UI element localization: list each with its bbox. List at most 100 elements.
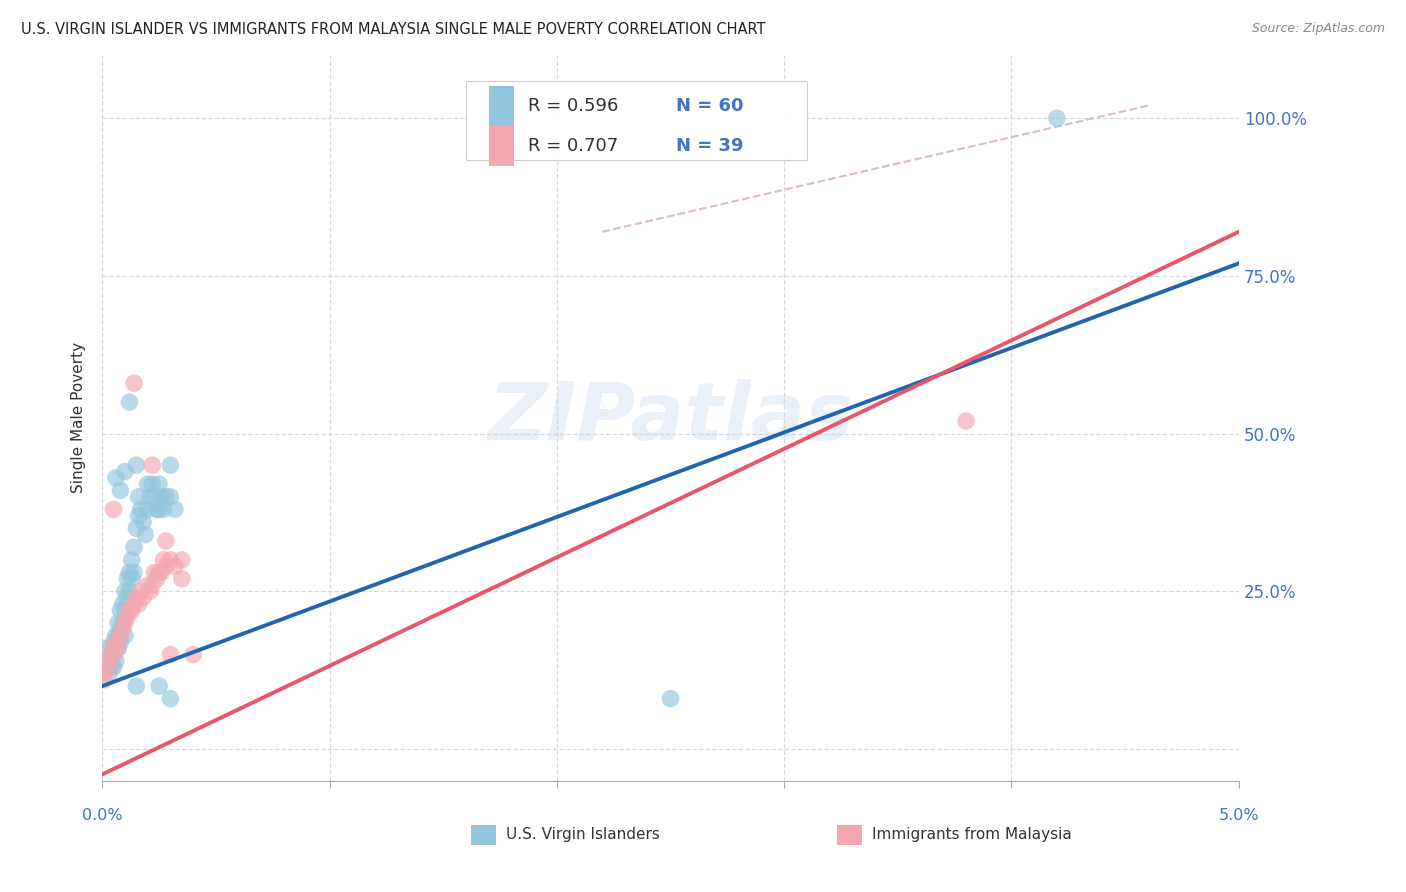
Point (136, 477, 159, 491)
Point (104, 635, 127, 649)
Point (155, 490, 177, 504)
Point (98, 666, 121, 681)
Point (159, 490, 181, 504)
Point (107, 629, 129, 643)
FancyBboxPatch shape (465, 80, 807, 161)
Text: 5.0%: 5.0% (1219, 808, 1260, 823)
Point (121, 603, 143, 617)
Point (114, 629, 136, 643)
Point (125, 458, 148, 473)
Point (163, 502, 186, 516)
Point (128, 597, 150, 611)
Point (125, 591, 148, 605)
Point (132, 591, 155, 605)
Point (163, 559, 186, 574)
Text: N = 60: N = 60 (676, 97, 744, 115)
Point (1046, 112, 1069, 126)
Point (107, 615, 129, 630)
Point (155, 533, 177, 548)
Point (141, 578, 163, 592)
Point (96, 641, 118, 656)
Point (118, 566, 141, 580)
Point (170, 572, 193, 586)
Text: R = 0.707: R = 0.707 (529, 136, 619, 155)
Point (115, 572, 138, 586)
Text: R = 0.596: R = 0.596 (529, 97, 619, 115)
Text: Immigrants from Malaysia: Immigrants from Malaysia (872, 827, 1071, 841)
Point (145, 502, 167, 516)
Point (114, 603, 136, 617)
Point (91, 666, 114, 681)
Point (134, 527, 156, 541)
Point (150, 490, 173, 504)
Point (955, 414, 977, 428)
Point (118, 395, 141, 409)
Point (104, 471, 127, 485)
Point (145, 572, 167, 586)
Point (141, 458, 163, 473)
Point (111, 622, 134, 636)
Point (139, 584, 162, 599)
FancyBboxPatch shape (489, 86, 513, 126)
Point (139, 490, 162, 504)
Point (118, 584, 141, 599)
Text: Source: ZipAtlas.com: Source: ZipAtlas.com (1251, 22, 1385, 36)
Point (103, 660, 125, 674)
Point (136, 578, 159, 592)
Point (143, 490, 166, 504)
Point (125, 679, 148, 693)
Point (148, 502, 170, 516)
Point (98, 654, 121, 668)
Point (181, 648, 204, 662)
Point (148, 477, 170, 491)
Point (110, 603, 132, 617)
FancyBboxPatch shape (489, 126, 513, 166)
Point (152, 553, 174, 567)
Point (150, 566, 173, 580)
Point (122, 541, 145, 555)
Point (104, 641, 127, 656)
Text: U.S. Virgin Islanders: U.S. Virgin Islanders (506, 827, 659, 841)
Point (111, 615, 134, 630)
Point (125, 521, 148, 535)
Point (96, 654, 118, 668)
Point (104, 654, 127, 668)
Point (104, 629, 127, 643)
Point (132, 515, 155, 529)
Text: N = 39: N = 39 (676, 136, 744, 155)
Point (110, 635, 132, 649)
Point (148, 679, 170, 693)
Text: 0.0%: 0.0% (82, 808, 122, 823)
Y-axis label: Single Male Poverty: Single Male Poverty (72, 343, 86, 493)
Point (128, 490, 150, 504)
Point (122, 376, 145, 391)
Point (159, 553, 181, 567)
Point (93, 673, 115, 687)
Point (141, 477, 163, 491)
Point (100, 648, 122, 662)
Point (115, 609, 138, 624)
Point (122, 566, 145, 580)
Point (110, 622, 132, 636)
Point (136, 502, 159, 516)
Point (110, 483, 132, 498)
Point (159, 648, 181, 662)
Point (121, 553, 143, 567)
Point (159, 691, 181, 706)
Point (100, 641, 122, 656)
Text: U.S. VIRGIN ISLANDER VS IMMIGRANTS FROM MALAYSIA SINGLE MALE POVERTY CORRELATION: U.S. VIRGIN ISLANDER VS IMMIGRANTS FROM … (21, 22, 766, 37)
Point (129, 584, 152, 599)
Point (100, 660, 122, 674)
Point (110, 629, 132, 643)
Point (118, 603, 141, 617)
Point (114, 465, 136, 479)
Point (121, 572, 143, 586)
Point (659, 691, 682, 706)
Point (129, 502, 152, 516)
Point (159, 458, 181, 473)
Point (143, 566, 166, 580)
Point (114, 584, 136, 599)
Point (114, 615, 136, 630)
Point (115, 591, 138, 605)
Point (103, 635, 125, 649)
